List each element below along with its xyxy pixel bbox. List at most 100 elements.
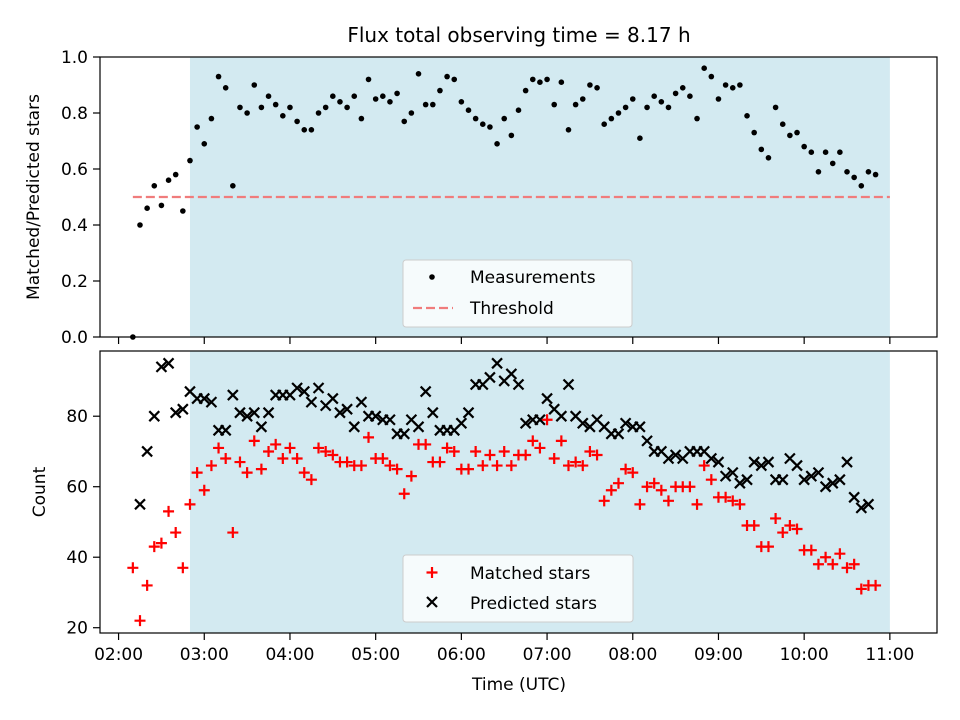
matched-star-point <box>727 495 739 507</box>
predicted-star-point <box>805 470 818 482</box>
predicted-star-point <box>177 403 189 415</box>
matched-star-point <box>612 477 624 489</box>
measurement-point <box>337 99 343 105</box>
measurement-point <box>672 90 679 97</box>
measurement-point <box>629 96 636 102</box>
bottom-ytick-label: 80 <box>66 407 88 427</box>
matched-star-point <box>163 505 175 517</box>
bottom-legend-box <box>402 554 634 623</box>
measurement-point <box>322 104 329 111</box>
predicted-star-point <box>841 456 853 468</box>
matched-star-point <box>534 442 546 454</box>
measurement-point <box>244 110 250 116</box>
xtick-label: 03:00 <box>180 645 229 665</box>
measurement-point <box>430 101 436 108</box>
predicted-star-point <box>562 378 575 391</box>
matched-star-point <box>527 435 539 447</box>
matched-star-point <box>577 460 589 472</box>
matched-star-point <box>705 474 717 486</box>
matched-star-point <box>298 467 310 479</box>
xtick-label: 07:00 <box>523 645 572 665</box>
measurement-point <box>158 202 165 209</box>
matched-star-point <box>241 467 253 479</box>
predicted-star-point <box>484 371 496 384</box>
measurement-point <box>222 85 229 91</box>
matched-star-point <box>812 558 824 570</box>
predicted-star-point <box>234 406 246 419</box>
matched-star-point <box>291 453 303 465</box>
measurement-point <box>558 79 565 85</box>
measurement-point <box>565 127 572 133</box>
matched-star-point <box>634 498 646 510</box>
measurement-point <box>394 90 400 97</box>
measurement-point <box>737 82 743 88</box>
measurement-point <box>765 155 772 161</box>
matched-star-point <box>313 442 325 454</box>
matched-star-point <box>734 498 746 510</box>
bottom-panel: 20 40 60 80 02:00 03:00 04:00 05:00 06:00 07:00 08… <box>30 350 938 695</box>
predicted-legend-marker <box>426 596 438 608</box>
matched-star-point <box>748 519 760 531</box>
matched-star-point <box>227 527 239 539</box>
predicted-star-point <box>762 456 775 468</box>
predicted-star-point <box>826 477 839 489</box>
predicted-star-point <box>155 361 168 373</box>
measurement-point <box>344 104 350 111</box>
measurement-point <box>722 82 729 88</box>
predicted-star-point <box>669 449 682 461</box>
matched-star-point <box>441 442 453 454</box>
predicted-star-point <box>662 452 675 465</box>
matched-star-point <box>420 438 432 450</box>
matched-star-point <box>541 414 553 426</box>
measurement-point <box>779 121 786 127</box>
matched-star-point <box>762 541 774 553</box>
measurement-point <box>151 183 158 189</box>
measurement-point <box>687 93 693 99</box>
matched-legend-marker <box>426 567 438 578</box>
predicted-star-point <box>327 392 339 405</box>
measurement-point <box>180 208 186 214</box>
matched-star-point <box>470 445 482 457</box>
predicted-legend-label: Predicted stars <box>470 594 597 614</box>
matched-star-point <box>641 481 653 493</box>
matched-star-point <box>498 445 510 457</box>
matched-star-point <box>134 615 146 627</box>
top-ytick-label: 0.0 <box>61 328 88 348</box>
matched-star-point <box>784 519 796 531</box>
xtick-label: 05:00 <box>351 645 400 665</box>
matched-star-point <box>384 460 396 472</box>
measurement-point <box>215 73 222 80</box>
measurement-point <box>208 115 215 122</box>
measurement-point <box>351 93 358 99</box>
predicted-star-point <box>576 417 589 430</box>
matched-stars-series <box>127 414 882 627</box>
xtick-label: 08:00 <box>608 645 657 665</box>
matched-star-point <box>213 442 225 454</box>
matched-star-point <box>198 484 210 496</box>
matched-star-point <box>463 463 475 475</box>
predicted-star-point <box>198 392 211 405</box>
matched-star-point <box>698 460 710 472</box>
measurement-point <box>851 174 857 181</box>
matched-star-point <box>148 541 160 553</box>
measurement-point <box>708 73 715 80</box>
chart-title: Flux total observing time = 8.17 h <box>347 23 690 47</box>
matched-star-point <box>405 470 417 482</box>
measurement-point <box>187 157 193 164</box>
measurement-point <box>658 99 665 105</box>
top-ytick-label: 1.0 <box>61 48 88 68</box>
matched-star-point <box>870 579 882 591</box>
matched-star-point <box>434 456 446 468</box>
predicted-star-point <box>419 385 432 398</box>
matched-star-point <box>720 491 732 503</box>
matched-star-point <box>205 460 217 472</box>
predicted-star-point <box>612 428 625 440</box>
measurement-point <box>872 171 879 178</box>
predicted-star-point <box>241 410 253 422</box>
matched-star-point <box>320 445 332 457</box>
matched-star-point <box>520 449 532 461</box>
measurement-point <box>572 101 579 108</box>
predicted-star-point <box>219 424 232 437</box>
matched-star-point <box>770 512 782 524</box>
measurement-point <box>837 149 843 155</box>
